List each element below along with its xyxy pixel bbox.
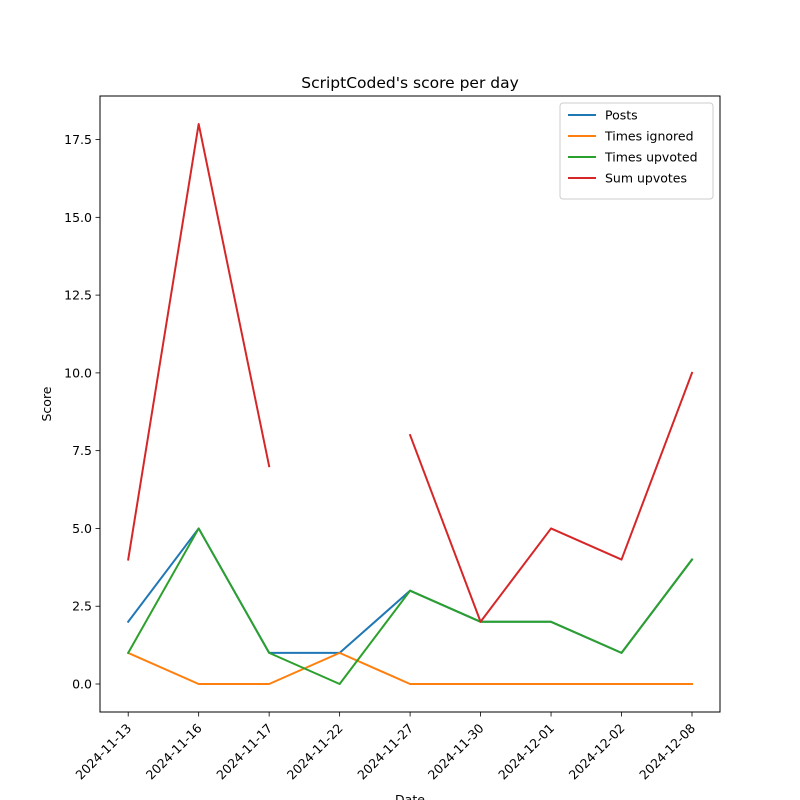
legend-box	[559, 102, 714, 200]
y-tick-label: 2.5	[72, 599, 92, 614]
y-tick-label: 15.0	[64, 210, 92, 225]
series-line-sum-upvotes	[127, 123, 694, 623]
y-tick-label: 7.5	[72, 443, 92, 458]
y-axis: 0.0 2.5 5.0 7.5 10.0 12.5 15.0 17.5	[64, 132, 100, 692]
legend: Posts Times ignored Times upvoted Sum upvot…	[559, 102, 714, 200]
legend-label: Times ignored	[604, 129, 694, 144]
y-axis-label: Score	[39, 386, 54, 421]
plot-area	[126, 123, 694, 685]
chart-title: ScriptCoded's score per day	[301, 74, 519, 92]
series-line-times-upvoted	[126, 527, 694, 685]
y-tick-label: 0.0	[72, 677, 92, 692]
y-tick-label: 10.0	[64, 365, 92, 380]
y-tick-label: 17.5	[64, 132, 92, 147]
series-line-times-ignored	[126, 651, 693, 685]
y-tick-label: 5.0	[72, 521, 92, 536]
x-axis-label: Date	[395, 792, 425, 800]
legend-label: Sum upvotes	[605, 171, 687, 186]
y-tick-label: 12.5	[64, 288, 92, 303]
legend-label: Times upvoted	[604, 150, 698, 165]
legend-label: Posts	[605, 108, 638, 123]
